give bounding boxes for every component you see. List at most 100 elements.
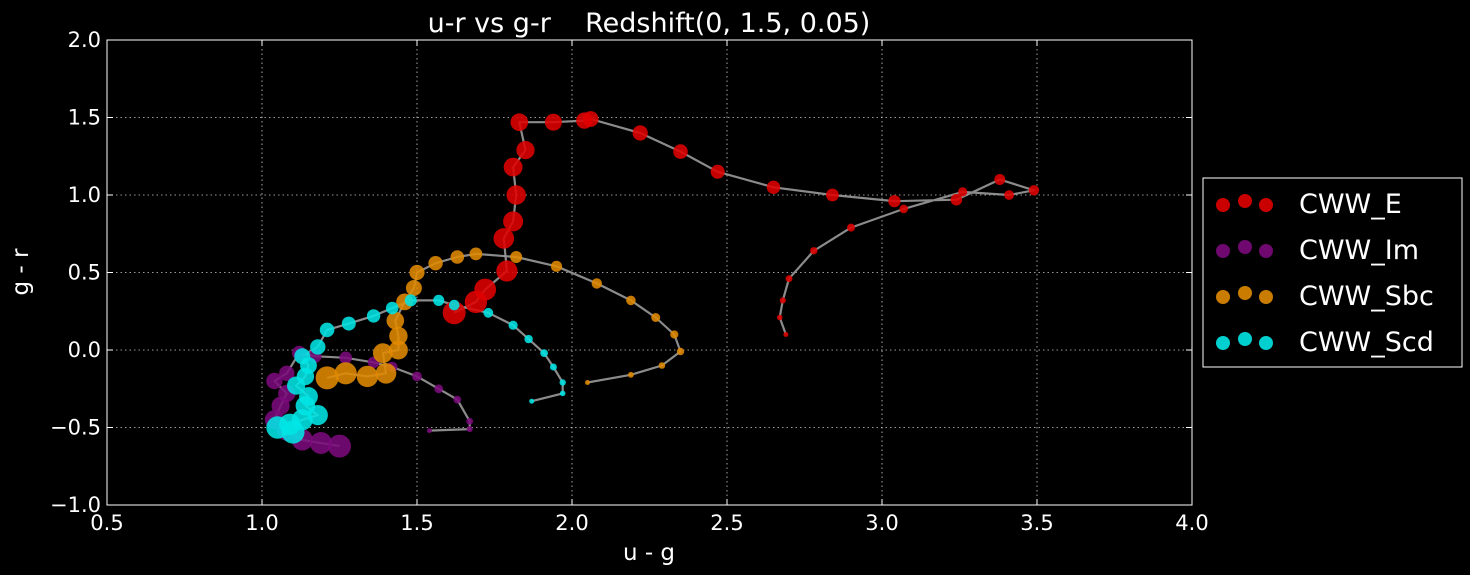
cww-e-point [464, 290, 488, 314]
cww-e-point [496, 260, 518, 282]
cww-scd-point [540, 349, 548, 357]
x-tick-label: 1.0 [245, 511, 278, 535]
y-tick-label: 1.0 [68, 183, 101, 207]
cww-sbc-point [315, 366, 339, 390]
x-tick-label: 2.0 [555, 511, 588, 535]
y-tick-label: −0.5 [50, 416, 101, 440]
legend: CWW_E CWW_Im CWW_Sbc CWW_Scd [1202, 177, 1463, 368]
cww-sbc-legend-marker [1259, 290, 1273, 304]
cww-sbc-point [405, 280, 422, 296]
cww-sbc-legend-label: CWW_Sbc [1299, 281, 1434, 312]
cww-im-legend-marker [1238, 240, 1252, 254]
y-tick-label: 0.0 [68, 338, 101, 362]
cww-e-point [516, 141, 535, 160]
cww-e-legend-label: CWW_E [1299, 189, 1402, 220]
cww-e-point [847, 223, 855, 232]
cww-sbc-point [626, 295, 636, 306]
cww-e-point [899, 204, 908, 214]
cww-sbc-point [386, 311, 405, 330]
cww-e-point [810, 247, 818, 255]
cww-scd-point [310, 339, 326, 355]
cww-scd-point [508, 320, 518, 330]
cww-sbc-point [628, 371, 634, 378]
cww-im-point [466, 417, 474, 425]
cww-scd-point [385, 301, 399, 315]
cww-im-point [309, 432, 332, 454]
chart-title: u-r vs g-r Redshift(0, 1.5, 0.05) [428, 8, 871, 39]
cww-im-legend-label: CWW_Im [1299, 235, 1419, 266]
cww-e-point [826, 188, 839, 202]
cww-im-point [266, 372, 283, 390]
cww-scd-point [433, 294, 445, 306]
cww-scd-point [404, 294, 417, 307]
cww-sbc-point [676, 347, 685, 356]
x-axis-label: u - g [623, 540, 675, 566]
series-points [264, 111, 1040, 458]
x-tick-label: 4.0 [1175, 511, 1208, 535]
cww-e-point [710, 164, 725, 179]
cww-sbc-point [591, 278, 602, 289]
cww-e-point [510, 113, 529, 131]
cww-im-point [339, 351, 353, 365]
cww-scd-point [366, 309, 381, 323]
cww-sbc-point [670, 330, 679, 339]
cww-sbc-point [388, 340, 408, 360]
cww-sbc-point [373, 343, 393, 363]
cww-sbc-point [356, 365, 379, 388]
cww-e-legend-marker [1259, 198, 1273, 212]
cww-sbc-point [334, 362, 357, 385]
cww-e-point [1004, 190, 1014, 200]
cww-e-legend-marker [1238, 194, 1252, 208]
cww-scd-point [549, 363, 557, 371]
axis-ticks: 0.5 1.0 1.5 2.0 2.5 3.0 3.5 4.0 −1.0 −0.5 0.0 0.5 1.… [50, 28, 1209, 535]
cww-im-point [434, 384, 444, 394]
cww-im-point [279, 365, 295, 381]
cww-e-point [994, 174, 1006, 185]
cww-e-point [632, 125, 648, 141]
cww-e-point [506, 185, 526, 205]
cww-scd-point [341, 316, 356, 331]
cww-scd-point [281, 420, 305, 444]
cww-scd-legend-label: CWW_Scd [1299, 327, 1434, 358]
y-tick-label: 0.5 [68, 261, 101, 285]
x-tick-label: 2.5 [710, 511, 743, 535]
cww-sbc-point [469, 247, 483, 261]
cww-e-point [950, 193, 963, 206]
cww-scd-point [559, 390, 566, 397]
cww-scd-point [483, 307, 494, 318]
cww-e-point [785, 275, 793, 283]
cww-scd-point [524, 334, 533, 344]
cww-e-point [503, 211, 524, 232]
cww-scd-legend-marker [1216, 336, 1230, 350]
cww-e-point [673, 144, 688, 159]
cww-sbc-legend-marker [1238, 286, 1252, 300]
y-axis-label: g - r [8, 248, 34, 296]
cww-e-point [503, 157, 523, 177]
cww-scd-legend-marker [1238, 332, 1252, 346]
cww-im-point [412, 371, 422, 382]
cww-e-point [576, 112, 593, 129]
cww-e-legend-marker [1216, 198, 1230, 212]
cww-scd-point [559, 379, 566, 386]
cww-e-point [888, 195, 901, 208]
x-tick-label: 0.5 [90, 511, 123, 535]
x-tick-label: 3.0 [865, 511, 898, 535]
cww-e-point [442, 301, 466, 325]
cww-im-point [328, 434, 351, 458]
y-tick-label: −1.0 [50, 493, 101, 517]
cww-e-point [1028, 185, 1040, 196]
cww-im-point [453, 395, 462, 404]
cww-e-point [958, 187, 968, 197]
cww-e-point [783, 332, 789, 337]
cww-sbc-point [510, 251, 523, 263]
cww-sbc-point [651, 313, 661, 322]
cww-scd-point [448, 299, 460, 311]
cww-scd-point [287, 376, 306, 395]
cww-e-point [766, 180, 781, 194]
cww-im-legend-marker [1216, 244, 1230, 258]
cww-scd-point [319, 322, 335, 338]
cww-sbc-legend-marker [1216, 290, 1230, 304]
y-tick-label: 2.0 [68, 28, 101, 52]
cww-sbc-point [550, 260, 563, 272]
